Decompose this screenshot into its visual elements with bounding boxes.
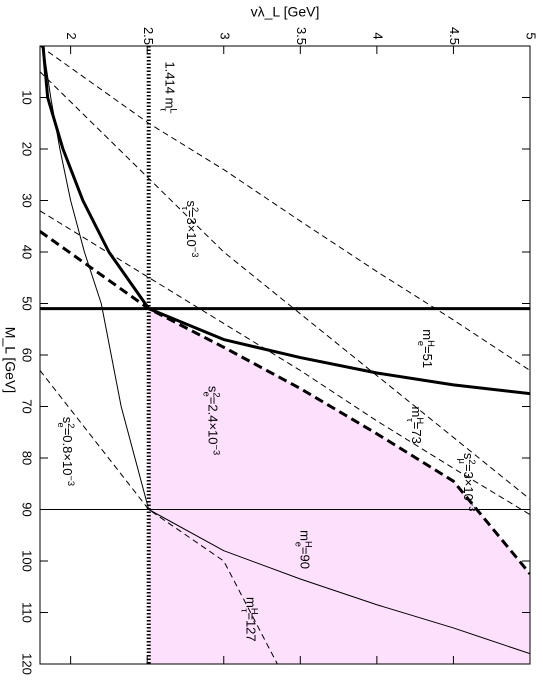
annotation-5: s2μ=3×10−3 xyxy=(457,453,477,512)
y-tick-label: 40 xyxy=(20,245,35,259)
x-tick-label: 3.5 xyxy=(294,27,309,45)
annotation-8: mHe=90 xyxy=(293,530,313,569)
x-tick-label: 2 xyxy=(64,32,79,39)
annotation-2: s2τ=3×10−3 xyxy=(180,201,200,258)
x-tick-label: 4.5 xyxy=(447,27,462,45)
series-line-5 xyxy=(40,210,530,516)
y-tick-label: 80 xyxy=(20,451,35,465)
y-tick-label: 60 xyxy=(20,348,35,362)
series-line-6 xyxy=(40,71,530,500)
allowed-region xyxy=(148,308,530,664)
y-tick-label: 20 xyxy=(20,142,35,156)
series-line-3 xyxy=(42,46,530,655)
x-tick-label: 5 xyxy=(524,32,539,39)
annotation-4: mHτ=73 xyxy=(405,407,425,444)
y-axis-title: M_L [GeV] xyxy=(2,327,18,393)
x-tick-label: 3 xyxy=(217,32,232,39)
annotation-1: 1.414 mLτ xyxy=(159,61,179,113)
y-tick-label: 110 xyxy=(20,602,35,623)
y-tick-label: 30 xyxy=(20,193,35,207)
annotation-7: s2e=0.8×10−3 xyxy=(56,417,76,486)
y-tick-label: 10 xyxy=(20,90,35,104)
x-tick-label: 4 xyxy=(370,32,385,39)
series-line-4 xyxy=(40,370,278,664)
y-tick-label: 100 xyxy=(20,550,35,572)
x-axis-title: vλ_L [GeV] xyxy=(251,3,320,19)
y-tick-label: 90 xyxy=(20,502,35,516)
y-tick-label: 120 xyxy=(20,653,35,675)
y-tick-label: 50 xyxy=(20,296,35,310)
y-tick-label: 70 xyxy=(20,399,35,413)
annotation-9: mHτ=127 xyxy=(240,597,260,642)
x-tick-label: 2.5 xyxy=(141,27,156,45)
annotation-6: s2e=2.4×10−3 xyxy=(201,386,221,455)
annotation-3: mHe=51 xyxy=(416,329,436,368)
